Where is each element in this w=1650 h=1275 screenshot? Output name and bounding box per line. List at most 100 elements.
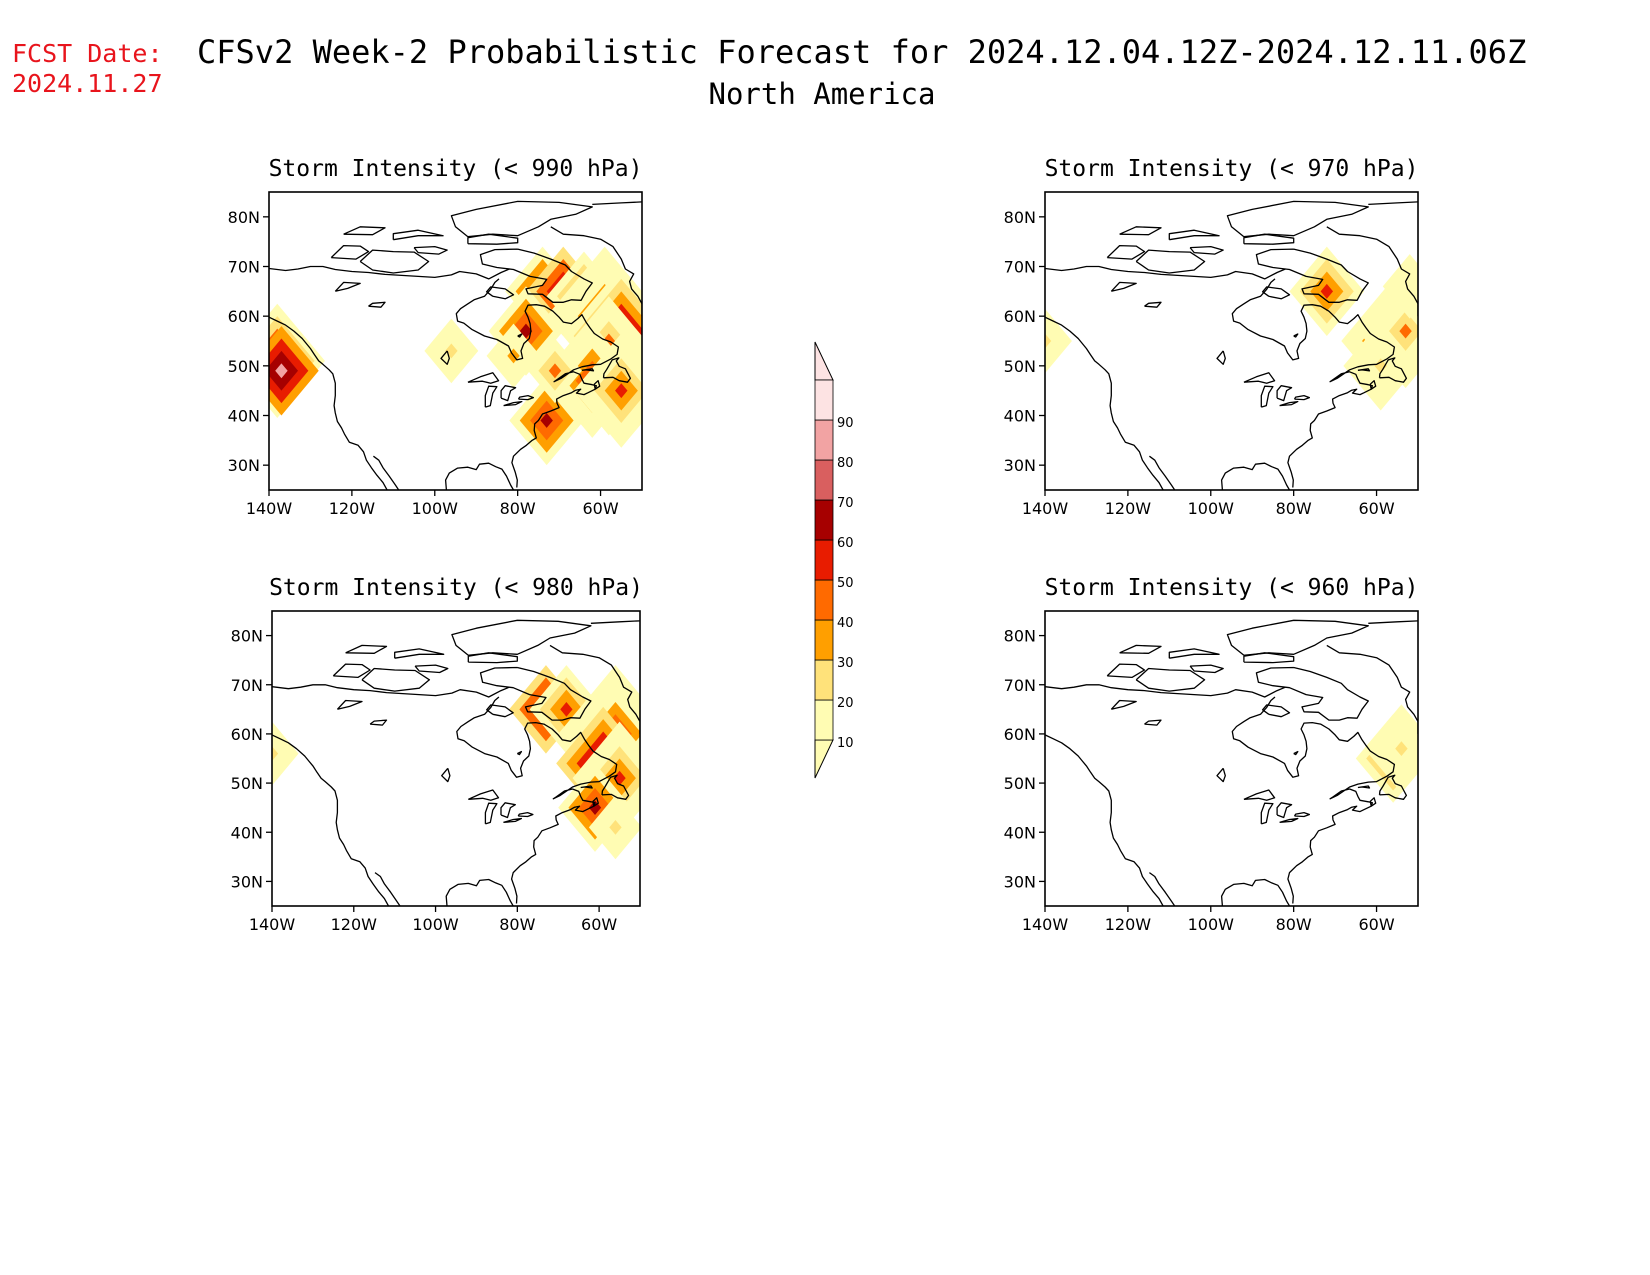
coastline xyxy=(1326,226,1418,317)
region-title: North America xyxy=(709,77,936,111)
map-frame xyxy=(1044,610,1419,907)
map-panel-p960: Storm Intensity (< 960 hPa) 80N 70N 60N 50N 4… xyxy=(1004,575,1419,934)
coastline xyxy=(330,244,370,260)
lon-tick-label: 140W xyxy=(249,915,296,934)
lon-tick-label: 60W xyxy=(1358,499,1394,518)
coastline xyxy=(1106,244,1146,260)
coastline xyxy=(269,316,388,490)
lon-tick-label: 60W xyxy=(582,499,618,518)
coastline xyxy=(343,226,386,236)
lon-tick-label: 100W xyxy=(1188,915,1235,934)
probability-shading xyxy=(269,246,642,466)
map-panel-p990: Storm Intensity (< 990 hPa) 80N 70N 60N 50N 4… xyxy=(228,156,643,518)
coastline xyxy=(1045,734,1164,906)
coastline xyxy=(368,301,386,308)
coastline xyxy=(1110,281,1137,292)
coastline xyxy=(373,455,400,490)
coastline xyxy=(1220,462,1291,490)
colorbar-segment xyxy=(814,539,834,581)
coastline xyxy=(479,248,593,303)
coastline xyxy=(441,767,451,783)
coastline xyxy=(1216,767,1226,783)
coastline xyxy=(593,380,601,390)
coastline xyxy=(392,229,444,241)
colorbar-segment xyxy=(814,499,834,541)
coastline xyxy=(369,719,388,726)
figure-title: CFSv2 Week-2 Probabilistic Forecast for … xyxy=(197,33,1526,71)
coastline xyxy=(1243,372,1276,384)
coastline xyxy=(1378,357,1408,383)
lat-tick-label: 50N xyxy=(231,774,263,793)
coastline xyxy=(468,789,500,801)
coastline xyxy=(272,734,390,906)
probability-cell xyxy=(1045,333,1052,349)
coastline xyxy=(1255,248,1369,303)
coastline xyxy=(1368,620,1418,624)
lat-tick-label: 50N xyxy=(1004,357,1036,376)
colorbar-label: 10 xyxy=(837,736,854,751)
fcst-date-value: 2024.11.27 xyxy=(12,69,163,98)
lat-tick-label: 40N xyxy=(228,407,260,426)
coastline xyxy=(1260,385,1274,408)
coastline xyxy=(345,644,388,654)
coastline xyxy=(1231,278,1396,488)
lat-tick-label: 60N xyxy=(1004,725,1036,744)
colorbar-label: 30 xyxy=(837,656,854,671)
lon-tick-label: 100W xyxy=(412,915,459,934)
lon-tick-label: 100W xyxy=(412,499,459,518)
coastline xyxy=(1231,696,1396,904)
coastline xyxy=(1261,286,1291,300)
coastline xyxy=(359,249,430,274)
coastline xyxy=(517,394,535,401)
coastline xyxy=(503,817,523,824)
coastline xyxy=(440,350,450,365)
colorbar-label: 50 xyxy=(837,576,854,591)
coastline xyxy=(1045,684,1286,698)
coastline xyxy=(1149,872,1176,906)
coastline xyxy=(1326,644,1418,734)
lat-tick-label: 30N xyxy=(1004,456,1036,475)
lat-tick-label: 80N xyxy=(1004,627,1036,646)
coastline xyxy=(550,226,642,317)
coastline xyxy=(1255,666,1369,721)
coastline xyxy=(590,620,640,624)
coastline xyxy=(413,245,448,255)
lat-tick-label: 40N xyxy=(1004,407,1036,426)
coastline xyxy=(1279,817,1299,824)
colorbar-label: 20 xyxy=(837,696,854,711)
coastline xyxy=(272,684,510,698)
colorbar-segment xyxy=(814,579,834,621)
panel-title: Storm Intensity (< 960 hPa) xyxy=(1045,575,1419,601)
coastline xyxy=(467,652,518,664)
probability-cell xyxy=(1395,741,1408,757)
coastline xyxy=(1149,455,1176,490)
colorbar-label: 90 xyxy=(837,416,854,431)
coastline xyxy=(414,664,449,674)
map-frame xyxy=(268,191,643,491)
lat-tick-label: 40N xyxy=(231,823,263,842)
coastline xyxy=(503,400,523,407)
probability-cell xyxy=(548,363,562,379)
lon-tick-label: 120W xyxy=(329,499,376,518)
coastline xyxy=(455,278,620,488)
coastline xyxy=(1357,785,1371,789)
coastline xyxy=(479,666,592,721)
coastline xyxy=(500,802,516,819)
probability-cell xyxy=(588,800,602,816)
coastline xyxy=(1220,878,1291,906)
probability-cell xyxy=(560,701,573,717)
coastline xyxy=(1226,619,1369,656)
lon-tick-label: 140W xyxy=(1022,499,1069,518)
coastline xyxy=(444,462,515,490)
coastline xyxy=(1293,333,1299,338)
lat-tick-label: 60N xyxy=(228,307,260,326)
coastline xyxy=(1144,301,1162,308)
coastline xyxy=(332,663,371,679)
colorbar-segment xyxy=(814,459,834,501)
panel-title: Storm Intensity (< 980 hPa) xyxy=(269,575,643,601)
colorbar-label: 40 xyxy=(837,616,854,631)
colorbar-segment xyxy=(814,699,834,741)
colorbar-label: 80 xyxy=(837,456,854,471)
coastline xyxy=(1293,750,1299,756)
coastline xyxy=(1226,200,1369,238)
